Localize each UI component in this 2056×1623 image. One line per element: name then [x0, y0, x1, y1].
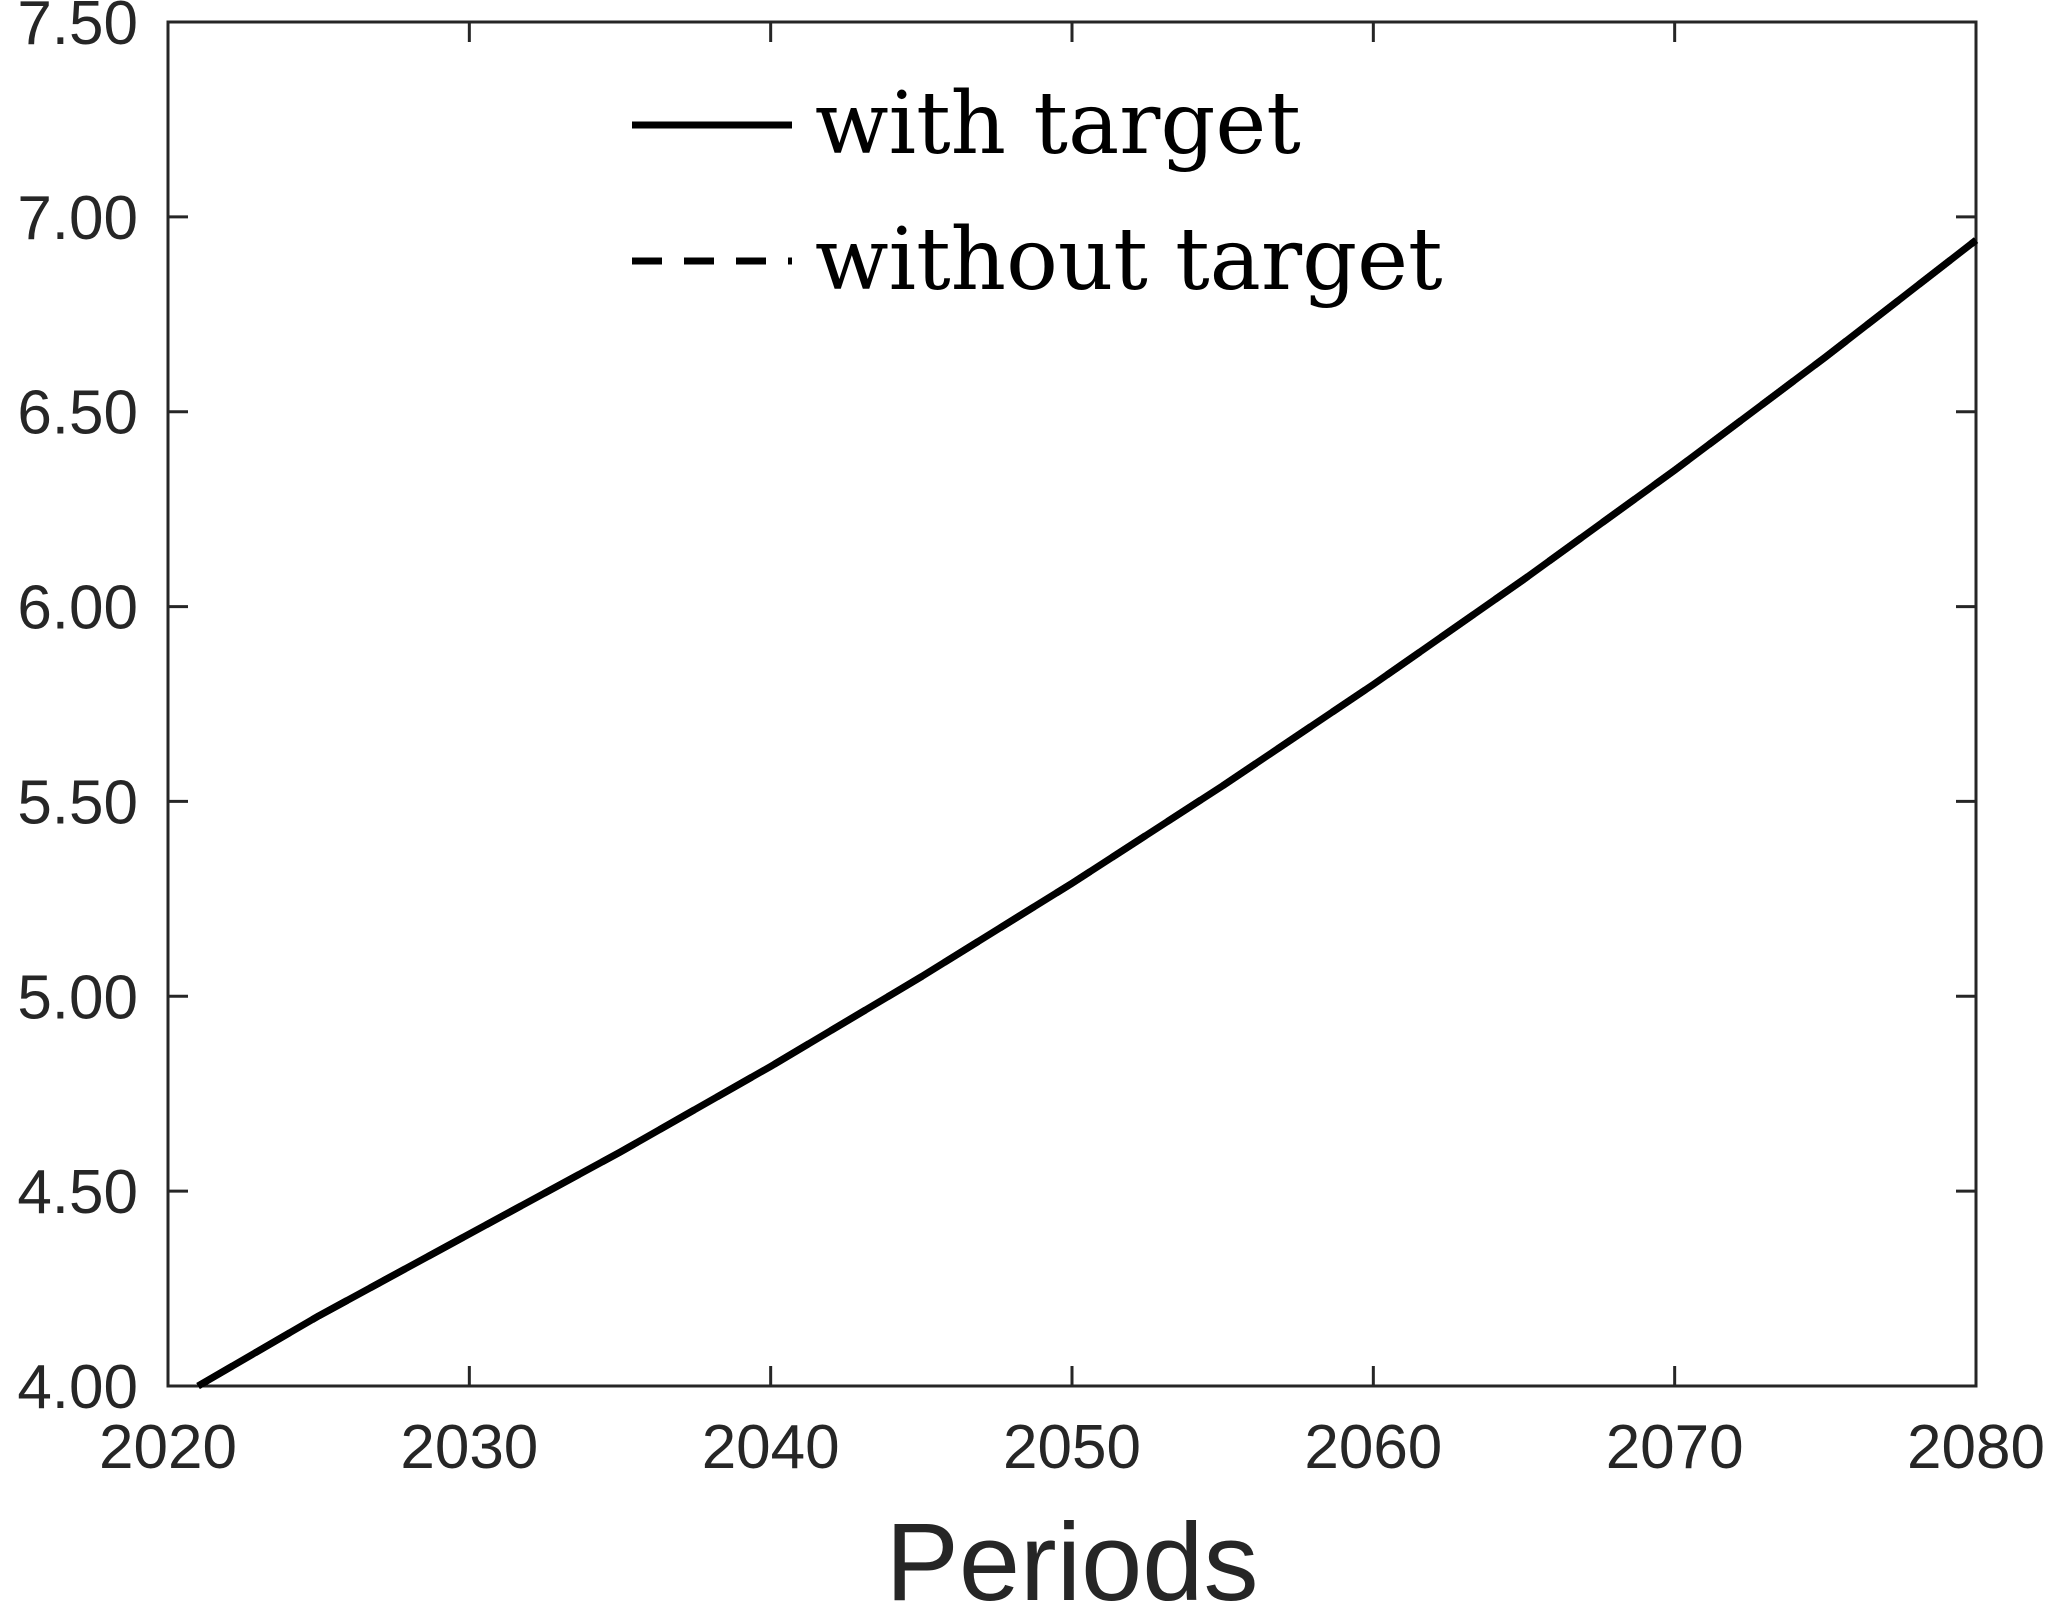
- x-axis-title: Periods: [886, 1501, 1259, 1623]
- y-tick-label: 4.00: [17, 1353, 138, 1422]
- x-tick-labels: 2020 2030 2040 2050 2060 2070 2080: [99, 1413, 2045, 1482]
- legend-label: without target: [815, 210, 1443, 310]
- series-layer: [196, 237, 1979, 1390]
- y-tick-label: 6.00: [17, 574, 138, 643]
- legend-label: with target: [815, 74, 1301, 174]
- y-tick-label: 5.00: [17, 963, 138, 1032]
- x-tick-label: 2020: [99, 1413, 237, 1482]
- y-tick-label: 7.50: [17, 0, 138, 58]
- x-tick-label: 2080: [1907, 1413, 2045, 1482]
- x-tick-label: 2070: [1606, 1413, 1744, 1482]
- y-tick-label: 5.50: [17, 768, 138, 837]
- y-tick-labels: 4.00 4.50 5.00 5.50 6.00 6.50 7.00 7.50: [17, 0, 138, 1422]
- x-tick-label: 2040: [702, 1413, 840, 1482]
- y-tick-label: 7.00: [17, 184, 138, 253]
- plot-area: [166, 20, 1978, 1388]
- series-line-without-target: [196, 237, 1979, 1390]
- y-tick-label: 4.50: [17, 1158, 138, 1227]
- y-tick-label: 6.50: [17, 379, 138, 448]
- axis-ticks: [166, 20, 1978, 1388]
- x-tick-label: 2030: [400, 1413, 538, 1482]
- x-tick-label: 2060: [1304, 1413, 1442, 1482]
- x-tick-label: 2050: [1003, 1413, 1141, 1482]
- legend: with target without target: [632, 74, 1443, 310]
